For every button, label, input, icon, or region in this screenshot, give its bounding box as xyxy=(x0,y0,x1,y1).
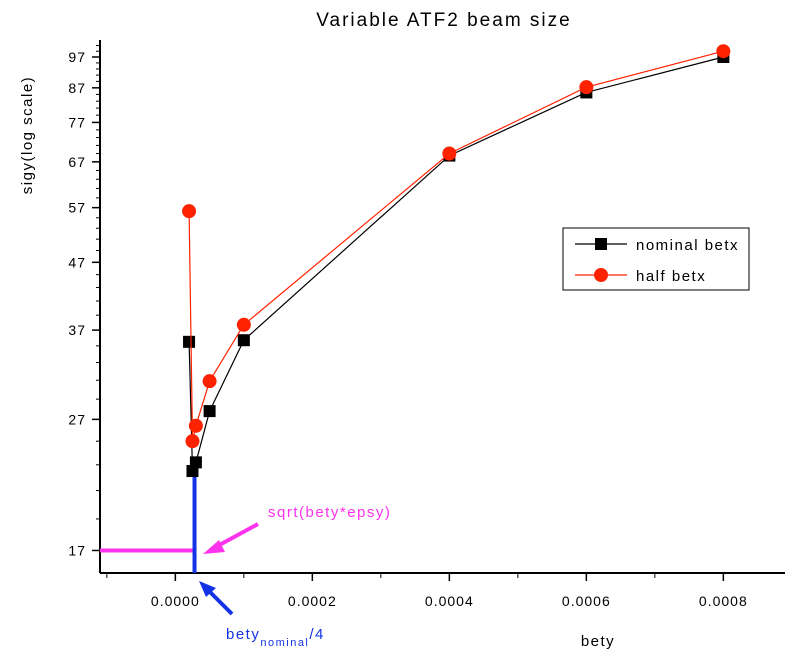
data-point xyxy=(188,418,203,433)
data-point xyxy=(237,334,250,347)
series-1 xyxy=(182,44,731,449)
y-tick-label: 37 xyxy=(68,322,86,338)
chart-title: Variable ATF2 beam size xyxy=(316,10,571,31)
axes xyxy=(99,40,785,574)
legend-box xyxy=(562,227,750,291)
legend-label-half: half betx xyxy=(636,268,706,285)
x-tick-label: 0.0000 xyxy=(151,593,200,609)
y-tick-label: 17 xyxy=(68,542,86,558)
data-point xyxy=(203,405,216,418)
y-tick-label: 27 xyxy=(68,411,86,427)
data-point xyxy=(182,204,197,219)
annotation-sqrt-arrow-head xyxy=(203,540,225,554)
x-tick-label: 0.0006 xyxy=(562,593,611,609)
y-tick-label: 97 xyxy=(68,49,86,65)
data-point xyxy=(189,456,202,469)
data-point xyxy=(442,146,457,161)
data-point xyxy=(579,80,594,95)
annotation-sqrt-text: sqrt(bety*epsy) xyxy=(268,504,391,521)
x-ticks: 0.0000 0.0002 0.0004 0.0006 0.0008 xyxy=(106,573,748,609)
reference-lines xyxy=(100,471,197,573)
x-tick-label: 0.0002 xyxy=(288,593,337,609)
y-tick-label: 47 xyxy=(68,254,86,270)
annotation-bety-arrow-shaft xyxy=(205,587,234,616)
x-axis-label: bety xyxy=(581,633,615,650)
y-ticks: 17 27 37 47 57 67 77 87 97 xyxy=(68,45,100,558)
legend-label-nominal: nominal betx xyxy=(636,237,739,254)
annotation-bety-main: bety xyxy=(226,626,260,643)
y-tick-label: 87 xyxy=(68,80,86,96)
data-point xyxy=(183,335,196,348)
annotation-bety-nominal: betynominal/4 xyxy=(199,581,325,649)
data-point xyxy=(236,317,251,332)
y-tick-label: 67 xyxy=(68,154,86,170)
data-point xyxy=(716,44,731,59)
data-point xyxy=(202,374,217,389)
x-tick-label: 0.0008 xyxy=(699,593,748,609)
legend: nominal betx half betx xyxy=(562,227,750,291)
annotation-bety-suffix: /4 xyxy=(309,626,325,643)
x-tick-label: 0.0004 xyxy=(425,593,474,609)
legend-marker-half xyxy=(594,268,608,282)
annotation-bety-text: betynominal/4 xyxy=(226,626,325,649)
y-axis-label: sigy(log scale) xyxy=(19,76,36,194)
series-group xyxy=(182,44,731,478)
annotation-sqrt: sqrt(bety*epsy) xyxy=(203,504,391,554)
annotation-bety-sub: nominal xyxy=(260,637,309,649)
y-tick-label: 77 xyxy=(68,114,86,130)
annotation-bety-arrow-head xyxy=(199,581,216,597)
y-tick-label: 57 xyxy=(68,200,86,216)
legend-marker-nominal xyxy=(595,238,607,250)
data-point xyxy=(185,434,200,449)
